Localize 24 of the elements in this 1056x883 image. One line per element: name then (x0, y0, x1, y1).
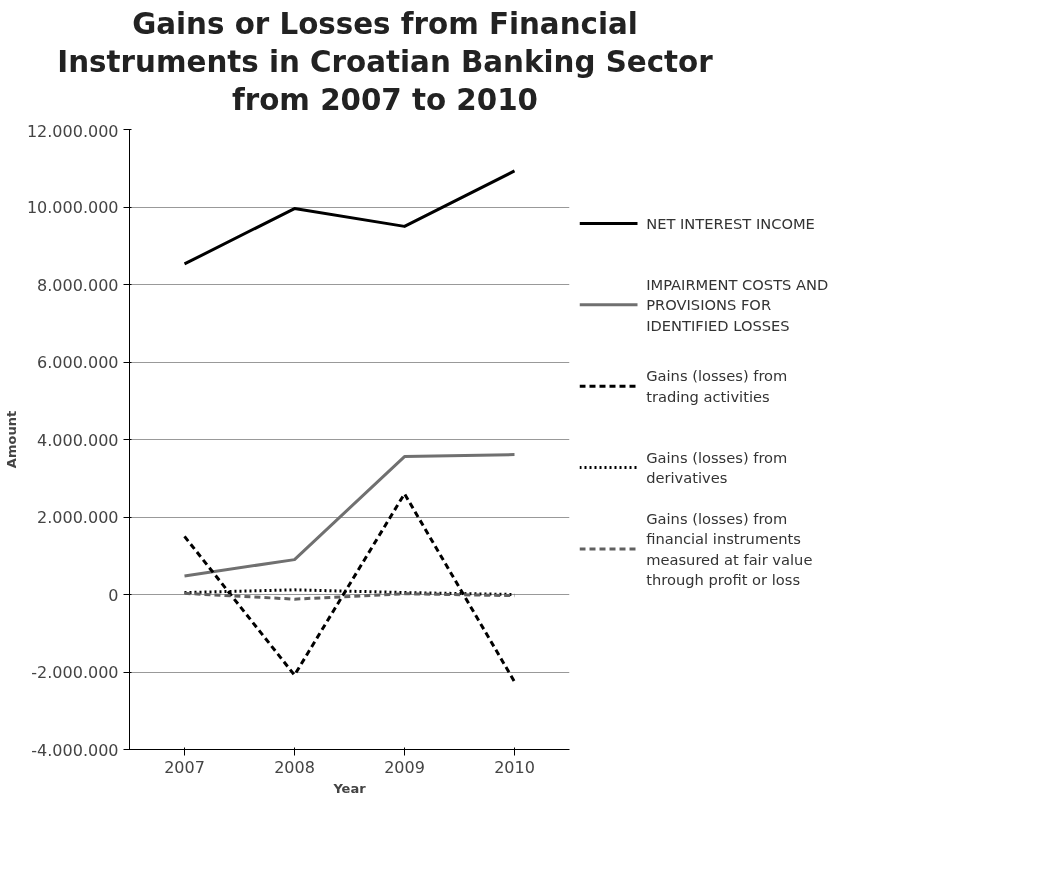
y-tick-label: 0 (108, 585, 119, 605)
legend-label: IMPAIRMENT COSTS AND PROVISIONS FOR IDENTIFIED LOSSES (646, 276, 829, 335)
line-series (183, 453, 516, 578)
chart-title: Gains or Losses from Financial Instruments in Croatian Banking Sector from 2007 to 2010 (57, 6, 713, 120)
legend-label: Gains (losses) from derivatives (646, 449, 788, 487)
y-axis-title: Amount (3, 411, 19, 469)
y-tick-label: -4.000.000 (31, 740, 119, 760)
x-tick-label: 2009 (384, 757, 425, 777)
y-tick-label: 10.000.000 (26, 198, 119, 218)
x-tick-label: 2008 (274, 757, 315, 777)
x-tick-label: 2007 (164, 757, 205, 777)
y-tick-label: 4.000.000 (37, 430, 119, 450)
x-axis-title: Year (332, 780, 367, 796)
line-series (183, 169, 516, 266)
y-tick-label: 12.000.000 (26, 121, 119, 141)
y-tick-label: 2.000.000 (37, 508, 119, 528)
y-tick-label: -2.000.000 (31, 663, 119, 683)
legend-label: Gains (losses) from financial instruments measured at fair value through profit or loss (646, 510, 813, 589)
legend-label: Gains (losses) from trading activities (646, 367, 788, 406)
y-tick-label: 8.000.000 (37, 275, 119, 295)
line-series (183, 492, 516, 684)
x-tick-label: 2010 (494, 757, 535, 777)
legend-label: NET INTEREST INCOME (646, 215, 815, 233)
y-tick-label: 6.000.000 (37, 353, 119, 373)
